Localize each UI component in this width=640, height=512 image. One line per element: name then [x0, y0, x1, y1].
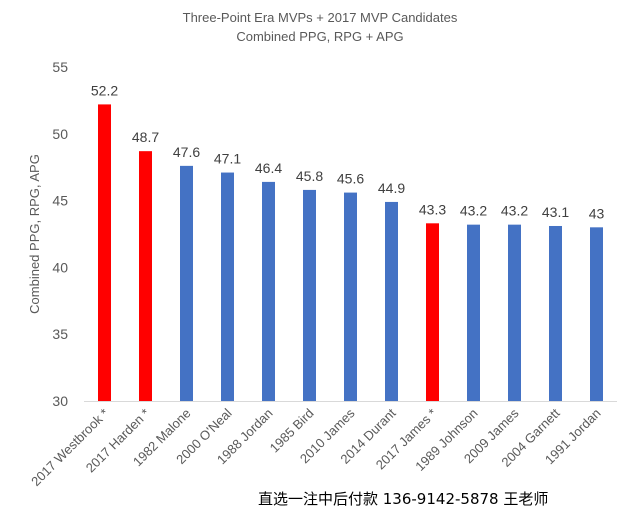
y-tick-label: 55: [52, 59, 68, 75]
bar: [262, 181, 275, 401]
data-label: 43.1: [542, 204, 569, 220]
footer-text: 直选一注中后付款 136-9142-5878 王老师: [258, 490, 549, 508]
data-label: 43.2: [460, 203, 487, 219]
data-label: 48.7: [132, 129, 159, 145]
data-label: 52.2: [91, 82, 118, 98]
chart-title: Three-Point Era MVPs + 2017 MVP Candidat…: [183, 10, 458, 25]
bar: [139, 151, 152, 401]
bar: [344, 192, 357, 401]
y-tick-label: 50: [52, 126, 68, 142]
y-tick-label: 40: [52, 259, 68, 275]
bar: [303, 189, 316, 401]
y-axis-label: Combined PPG, RPG, APG: [27, 154, 42, 314]
y-tick-label: 35: [52, 326, 68, 342]
bar: [98, 104, 111, 402]
data-label: 45.6: [337, 171, 364, 187]
data-label: 43.3: [419, 201, 446, 217]
bar: [508, 224, 521, 401]
y-tick-label: 30: [52, 393, 68, 409]
data-label: 44.9: [378, 180, 405, 196]
chart-subtitle: Combined PPG, RPG + APG: [236, 29, 403, 44]
bar: [221, 172, 234, 401]
bar: [467, 224, 480, 401]
y-tick-label: 45: [52, 193, 68, 209]
bars: [98, 104, 603, 402]
data-label: 47.1: [214, 151, 241, 167]
bar: [385, 201, 398, 401]
data-labels: 52.2 48.7 47.6 47.1 46.4 45.8 45.6 44.9 43.3 43.2…: [91, 82, 605, 221]
data-label: 45.8: [296, 168, 323, 184]
bar: [180, 165, 193, 401]
bar: [549, 225, 562, 401]
x-axis-categories: 2017 Westbrook *2017 Harden *1982 Malone…: [28, 405, 604, 489]
data-label: 47.6: [173, 144, 200, 160]
data-label: 43: [589, 205, 605, 221]
bar: [590, 227, 603, 401]
bar: [426, 223, 439, 401]
data-label: 46.4: [255, 160, 282, 176]
data-label: 43.2: [501, 203, 528, 219]
y-axis-ticks: 30 35 40 45 50 55: [52, 59, 68, 409]
